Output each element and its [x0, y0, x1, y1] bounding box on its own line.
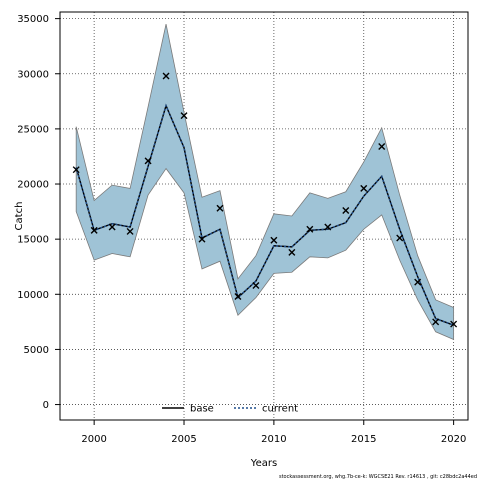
x-tick-label: 2000 — [81, 434, 106, 445]
observed-point — [108, 223, 116, 231]
observed-point — [450, 320, 458, 328]
confidence-band — [75, 24, 455, 341]
observed-point — [378, 143, 386, 151]
observed-point — [234, 293, 242, 300]
marker-stroke — [90, 226, 98, 234]
y-tick-label: 25000 — [17, 124, 49, 135]
legend: base current — [162, 404, 298, 415]
x-tick-label: 2010 — [261, 434, 286, 445]
observed-point — [306, 225, 314, 233]
y-tick-label: 30000 — [17, 69, 49, 80]
marker-stroke — [450, 320, 458, 328]
marker-stroke — [270, 236, 278, 244]
ci-band — [75, 24, 455, 341]
marker-stroke — [162, 72, 170, 80]
marker-stroke — [414, 278, 422, 286]
marker-stroke — [198, 235, 206, 243]
observed-point — [252, 281, 260, 289]
observed-point — [270, 236, 278, 244]
marker-stroke — [252, 281, 260, 289]
marker-stroke — [288, 248, 296, 256]
series-line-current — [75, 103, 454, 326]
y-axis: 0 5000 10000 15000 20000 25000 30000 35000 — [17, 14, 60, 411]
marker-stroke — [342, 206, 350, 214]
observed-point — [198, 235, 206, 243]
marker-stroke — [360, 184, 368, 192]
legend-label-current: current — [262, 404, 298, 415]
marker-stroke — [234, 293, 242, 300]
y-tick-label: 0 — [43, 400, 49, 411]
marker-stroke — [216, 204, 224, 212]
observed-point — [288, 248, 296, 256]
observed-point — [432, 318, 440, 326]
series-lines — [75, 103, 454, 326]
observed-point — [216, 204, 224, 212]
observed-point — [324, 223, 332, 231]
y-tick-label: 5000 — [24, 345, 49, 356]
observed-point — [126, 227, 134, 235]
marker-stroke — [432, 318, 440, 326]
x-axis-label: Years — [250, 458, 277, 469]
marker-stroke — [108, 223, 116, 231]
observed-point — [72, 166, 80, 174]
y-tick-label: 35000 — [17, 14, 49, 25]
x-tick-label: 2020 — [441, 434, 466, 445]
y-tick-label: 10000 — [17, 290, 49, 301]
marker-stroke — [306, 225, 314, 233]
x-tick-label: 2005 — [171, 434, 196, 445]
plot-frame — [59, 11, 469, 421]
observed-point — [396, 234, 404, 242]
observed-point — [414, 278, 422, 286]
observed-point — [180, 112, 188, 120]
observed-markers — [72, 72, 458, 328]
observed-point — [90, 226, 98, 234]
y-axis-label: Catch — [14, 202, 25, 231]
observed-point — [342, 206, 350, 214]
marker-stroke — [378, 143, 386, 151]
marker-stroke — [180, 112, 188, 120]
x-axis: 2000 2005 2010 2015 2020 — [81, 420, 466, 445]
observed-point — [360, 184, 368, 192]
marker-stroke — [324, 223, 332, 231]
x-tick-label: 2015 — [351, 434, 376, 445]
observed-point — [144, 157, 152, 165]
y-tick-label: 15000 — [17, 235, 49, 246]
marker-stroke — [396, 234, 404, 242]
marker-stroke — [144, 157, 152, 165]
footer-credit: stockassessment.org, whg.7b-ce-k: WGCSE2… — [279, 474, 477, 480]
marker-stroke — [72, 166, 80, 174]
marker-stroke — [126, 227, 134, 235]
observed-point — [162, 72, 170, 80]
y-tick-label: 20000 — [17, 180, 49, 191]
legend-label-base: base — [190, 404, 214, 415]
